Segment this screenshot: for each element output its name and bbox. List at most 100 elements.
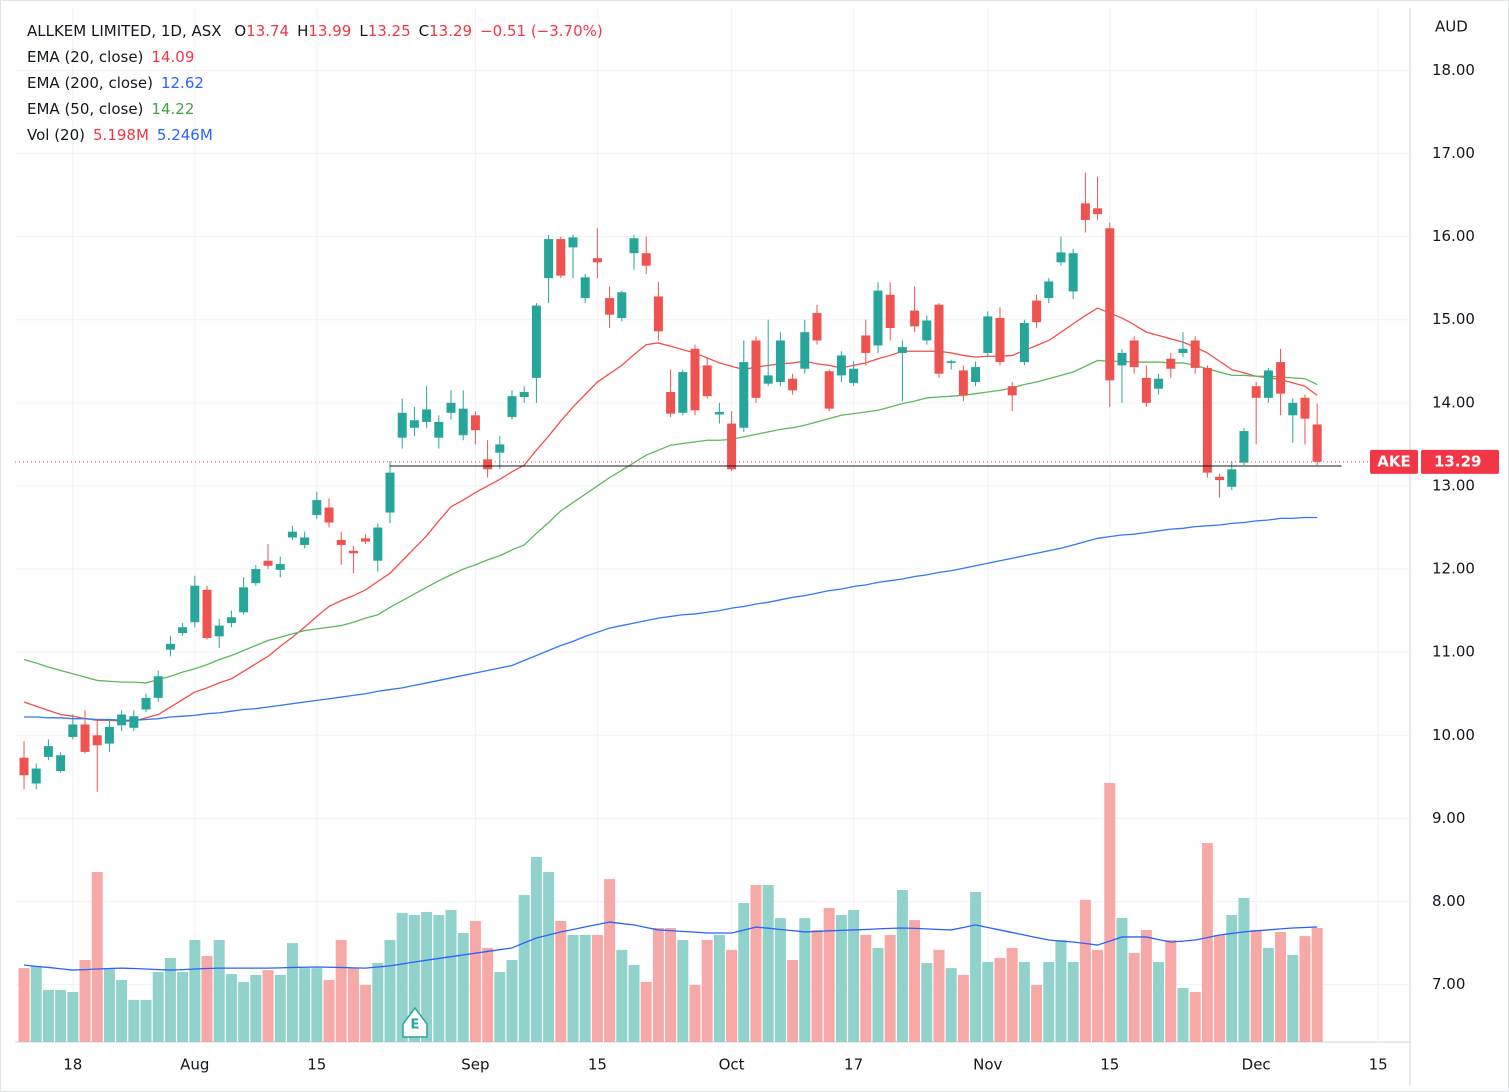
volume-bar xyxy=(1311,928,1323,1042)
x-tick-label: 15 xyxy=(307,1056,326,1074)
legend-name: EMA (200, close) xyxy=(27,74,153,92)
candle-body xyxy=(849,368,859,383)
volume-bar xyxy=(469,920,481,1042)
h-value: 13.99 xyxy=(308,22,352,40)
volume-bar xyxy=(555,920,567,1042)
candle-body xyxy=(446,402,456,413)
volume-bar xyxy=(774,918,786,1042)
candle-body xyxy=(31,768,41,784)
volume-bar xyxy=(994,958,1006,1042)
candle-body xyxy=(653,296,663,332)
candle-body xyxy=(1080,203,1090,220)
candle-body xyxy=(617,292,627,319)
volume-bar xyxy=(262,970,274,1042)
candle-body xyxy=(605,298,615,315)
candle-body xyxy=(763,375,773,384)
volume-bar xyxy=(140,999,152,1042)
candle-body xyxy=(495,444,505,453)
volume-bar xyxy=(445,909,457,1042)
candle-body xyxy=(373,527,383,561)
x-tick-label: Aug xyxy=(180,1056,209,1074)
volume-bar xyxy=(799,918,811,1042)
volume-bar xyxy=(945,968,957,1042)
candle-body xyxy=(275,564,285,570)
volume-bar xyxy=(299,968,311,1042)
candle-body xyxy=(92,735,102,746)
candle-body xyxy=(983,316,993,353)
candle-body xyxy=(910,310,920,327)
volume-bar xyxy=(213,940,225,1042)
candle-body xyxy=(1276,362,1286,394)
volume-bar xyxy=(103,968,115,1042)
volume-bar xyxy=(884,934,896,1042)
volume-bar xyxy=(957,974,969,1042)
volume-bar xyxy=(396,913,408,1042)
volume-bar xyxy=(811,929,823,1042)
volume-bar xyxy=(55,990,67,1042)
candle-body xyxy=(1093,208,1103,215)
l-value: 13.25 xyxy=(367,22,411,40)
volume-bar xyxy=(1238,897,1250,1042)
legend-name: Vol (20) xyxy=(27,126,86,144)
volume-bar xyxy=(762,884,774,1042)
x-tick-label: 18 xyxy=(63,1056,82,1074)
l-label: L xyxy=(359,22,368,40)
volume-bar xyxy=(970,891,982,1042)
x-tick-label: 15 xyxy=(588,1056,607,1074)
volume-bar xyxy=(238,981,250,1042)
candle-body xyxy=(788,378,798,391)
candle-body xyxy=(1154,378,1164,389)
candle-body xyxy=(507,396,517,417)
volume-bar xyxy=(177,972,189,1042)
candle-body xyxy=(727,423,737,470)
c-label: C xyxy=(418,22,430,40)
candle-body xyxy=(824,371,834,409)
volume-bar xyxy=(360,984,372,1042)
ema-line xyxy=(24,516,1318,721)
candle-body xyxy=(483,459,493,470)
candle-body xyxy=(1007,386,1017,396)
x-tick-label: 17 xyxy=(844,1056,863,1074)
candle-body xyxy=(1215,476,1225,481)
candle-body xyxy=(995,318,1005,363)
volume-bar xyxy=(30,965,42,1042)
candle-body xyxy=(1105,228,1115,381)
volume-bar xyxy=(872,947,884,1042)
candle-body xyxy=(1056,252,1066,263)
volume-bar xyxy=(250,974,262,1042)
c-value: 13.29 xyxy=(429,22,473,40)
volume-bar xyxy=(640,981,652,1042)
candle-body xyxy=(470,415,480,431)
volume-bar xyxy=(543,872,555,1042)
candle-body xyxy=(1312,424,1322,462)
candle-body xyxy=(1300,397,1310,419)
volume-bar xyxy=(1140,929,1152,1042)
candle-body xyxy=(629,238,639,254)
candle-body xyxy=(361,538,371,542)
volume-bar xyxy=(921,963,933,1042)
ema-line xyxy=(23,307,1318,722)
candle-body xyxy=(971,367,981,383)
candle-body xyxy=(312,500,322,516)
candle-body xyxy=(861,335,871,353)
candle-body xyxy=(751,340,761,398)
volume-bar xyxy=(787,959,799,1042)
candle-body xyxy=(1129,340,1139,368)
candle-body xyxy=(178,627,188,634)
currency: AUD xyxy=(1435,18,1468,36)
candle-body xyxy=(43,746,53,757)
volume-bar xyxy=(652,927,664,1042)
x-tick-label: 15 xyxy=(1100,1056,1119,1074)
candle-body xyxy=(1202,367,1212,473)
candle-body xyxy=(836,355,846,376)
volume-bar xyxy=(225,974,237,1042)
candle-body xyxy=(226,617,236,624)
candle-body xyxy=(1263,370,1273,398)
volume-bar xyxy=(567,934,579,1042)
volume-bar xyxy=(116,979,128,1042)
candle-body xyxy=(1288,402,1298,416)
volume-bar xyxy=(1262,947,1274,1042)
volume-bar xyxy=(579,934,591,1042)
volume-bar xyxy=(1043,961,1055,1042)
legend-value: 5.198M xyxy=(93,126,149,144)
